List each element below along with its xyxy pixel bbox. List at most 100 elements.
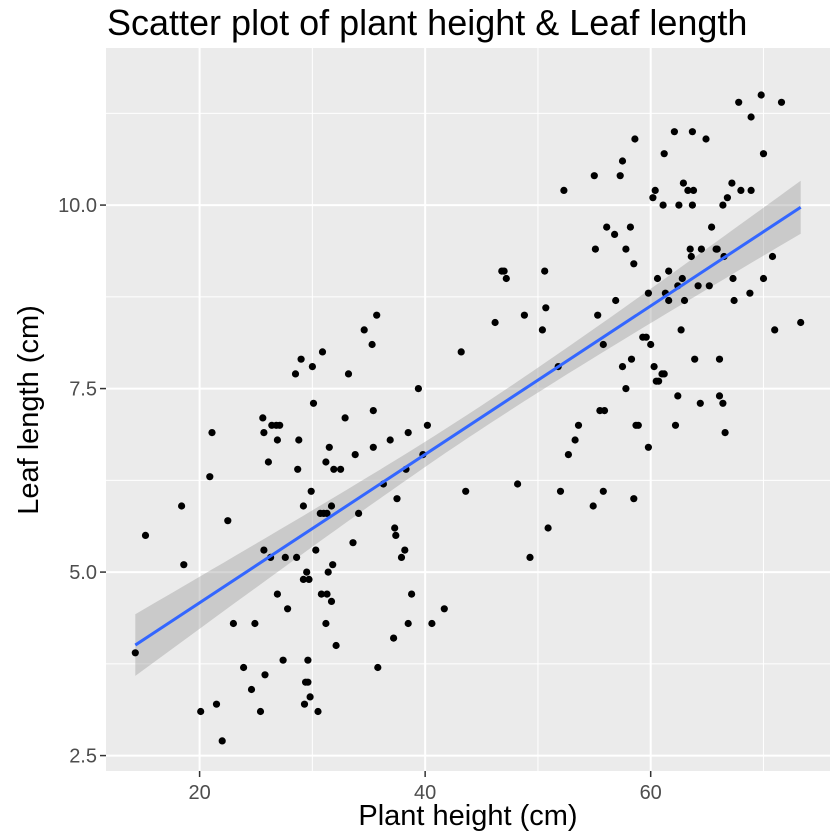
data-point bbox=[665, 296, 673, 305]
data-point bbox=[688, 201, 697, 209]
data-point bbox=[259, 414, 267, 422]
data-point bbox=[696, 399, 704, 407]
data-point bbox=[677, 326, 685, 334]
data-point bbox=[323, 590, 331, 598]
data-point bbox=[746, 289, 754, 297]
data-point bbox=[571, 436, 579, 444]
data-point bbox=[622, 385, 630, 393]
data-point bbox=[355, 509, 363, 517]
data-point bbox=[369, 443, 377, 451]
data-point bbox=[373, 311, 381, 319]
data-point bbox=[264, 458, 272, 466]
data-point bbox=[256, 707, 265, 716]
data-point bbox=[650, 363, 658, 371]
y-axis: 2.5 5.0 7.5 10.0 bbox=[58, 195, 106, 768]
data-point bbox=[674, 392, 682, 400]
data-point bbox=[318, 348, 327, 356]
data-point bbox=[337, 465, 345, 473]
data-point bbox=[312, 546, 320, 554]
data-point bbox=[297, 355, 305, 363]
data-point bbox=[649, 194, 657, 202]
data-point bbox=[715, 392, 724, 400]
data-point bbox=[308, 363, 316, 371]
data-point bbox=[759, 274, 768, 283]
data-point bbox=[611, 230, 619, 238]
data-point bbox=[634, 421, 642, 429]
data-point bbox=[261, 671, 269, 679]
x-axis-title: Plant height (cm) bbox=[358, 800, 577, 832]
data-point bbox=[414, 385, 422, 393]
data-point bbox=[386, 436, 394, 444]
data-point bbox=[600, 407, 609, 415]
data-point bbox=[594, 311, 602, 319]
data-point bbox=[689, 186, 698, 194]
data-point bbox=[306, 693, 314, 701]
data-point bbox=[206, 473, 214, 481]
y-tick-label: 2.5 bbox=[69, 746, 97, 768]
data-point bbox=[719, 201, 727, 209]
data-point bbox=[627, 355, 636, 363]
data-point bbox=[299, 575, 307, 584]
data-point bbox=[705, 282, 713, 290]
data-point bbox=[325, 443, 333, 451]
data-point bbox=[642, 333, 650, 341]
data-point bbox=[273, 590, 281, 598]
data-point bbox=[702, 135, 710, 143]
data-point bbox=[719, 399, 727, 407]
data-point bbox=[526, 553, 534, 562]
data-point bbox=[344, 370, 353, 378]
data-point bbox=[686, 245, 694, 253]
data-point bbox=[747, 113, 755, 121]
data-point bbox=[655, 377, 663, 385]
data-point bbox=[304, 678, 312, 686]
data-point bbox=[293, 553, 301, 562]
data-point bbox=[542, 304, 550, 312]
data-point bbox=[408, 590, 416, 598]
data-point bbox=[397, 553, 406, 562]
data-point bbox=[777, 98, 786, 106]
y-tick-label: 10.0 bbox=[58, 195, 97, 217]
data-point bbox=[491, 318, 499, 327]
data-point bbox=[691, 355, 699, 363]
data-point bbox=[281, 553, 289, 562]
data-point bbox=[260, 546, 268, 554]
x-tick-label: 60 bbox=[640, 782, 662, 804]
data-point bbox=[708, 223, 716, 231]
data-point bbox=[291, 370, 300, 378]
data-point bbox=[351, 451, 359, 459]
plot-panel bbox=[106, 48, 830, 771]
data-point bbox=[295, 436, 303, 444]
data-point bbox=[197, 707, 205, 716]
x-axis: 20 40 60 bbox=[188, 771, 662, 804]
data-point bbox=[757, 91, 765, 99]
data-point bbox=[502, 274, 510, 283]
data-point bbox=[218, 737, 226, 745]
data-point bbox=[401, 546, 409, 554]
data-point bbox=[462, 487, 470, 495]
grid-major bbox=[106, 48, 830, 771]
data-point bbox=[323, 509, 331, 517]
data-point bbox=[314, 707, 322, 716]
data-point bbox=[251, 619, 259, 628]
data-point bbox=[273, 436, 281, 444]
data-point bbox=[294, 465, 302, 473]
data-point bbox=[368, 340, 376, 349]
data-point bbox=[390, 634, 398, 642]
data-point bbox=[665, 267, 673, 275]
data-point bbox=[653, 274, 662, 283]
data-point bbox=[680, 296, 689, 305]
data-point bbox=[208, 429, 216, 437]
data-point bbox=[721, 429, 729, 437]
data-point bbox=[659, 201, 667, 209]
data-point bbox=[618, 157, 627, 165]
data-point bbox=[212, 700, 221, 708]
data-point bbox=[590, 172, 598, 180]
data-point bbox=[678, 274, 686, 283]
data-point bbox=[544, 524, 552, 532]
data-point bbox=[612, 296, 620, 305]
data-point bbox=[423, 421, 431, 429]
data-point bbox=[715, 355, 724, 363]
data-point bbox=[759, 150, 768, 158]
data-point bbox=[514, 480, 522, 488]
